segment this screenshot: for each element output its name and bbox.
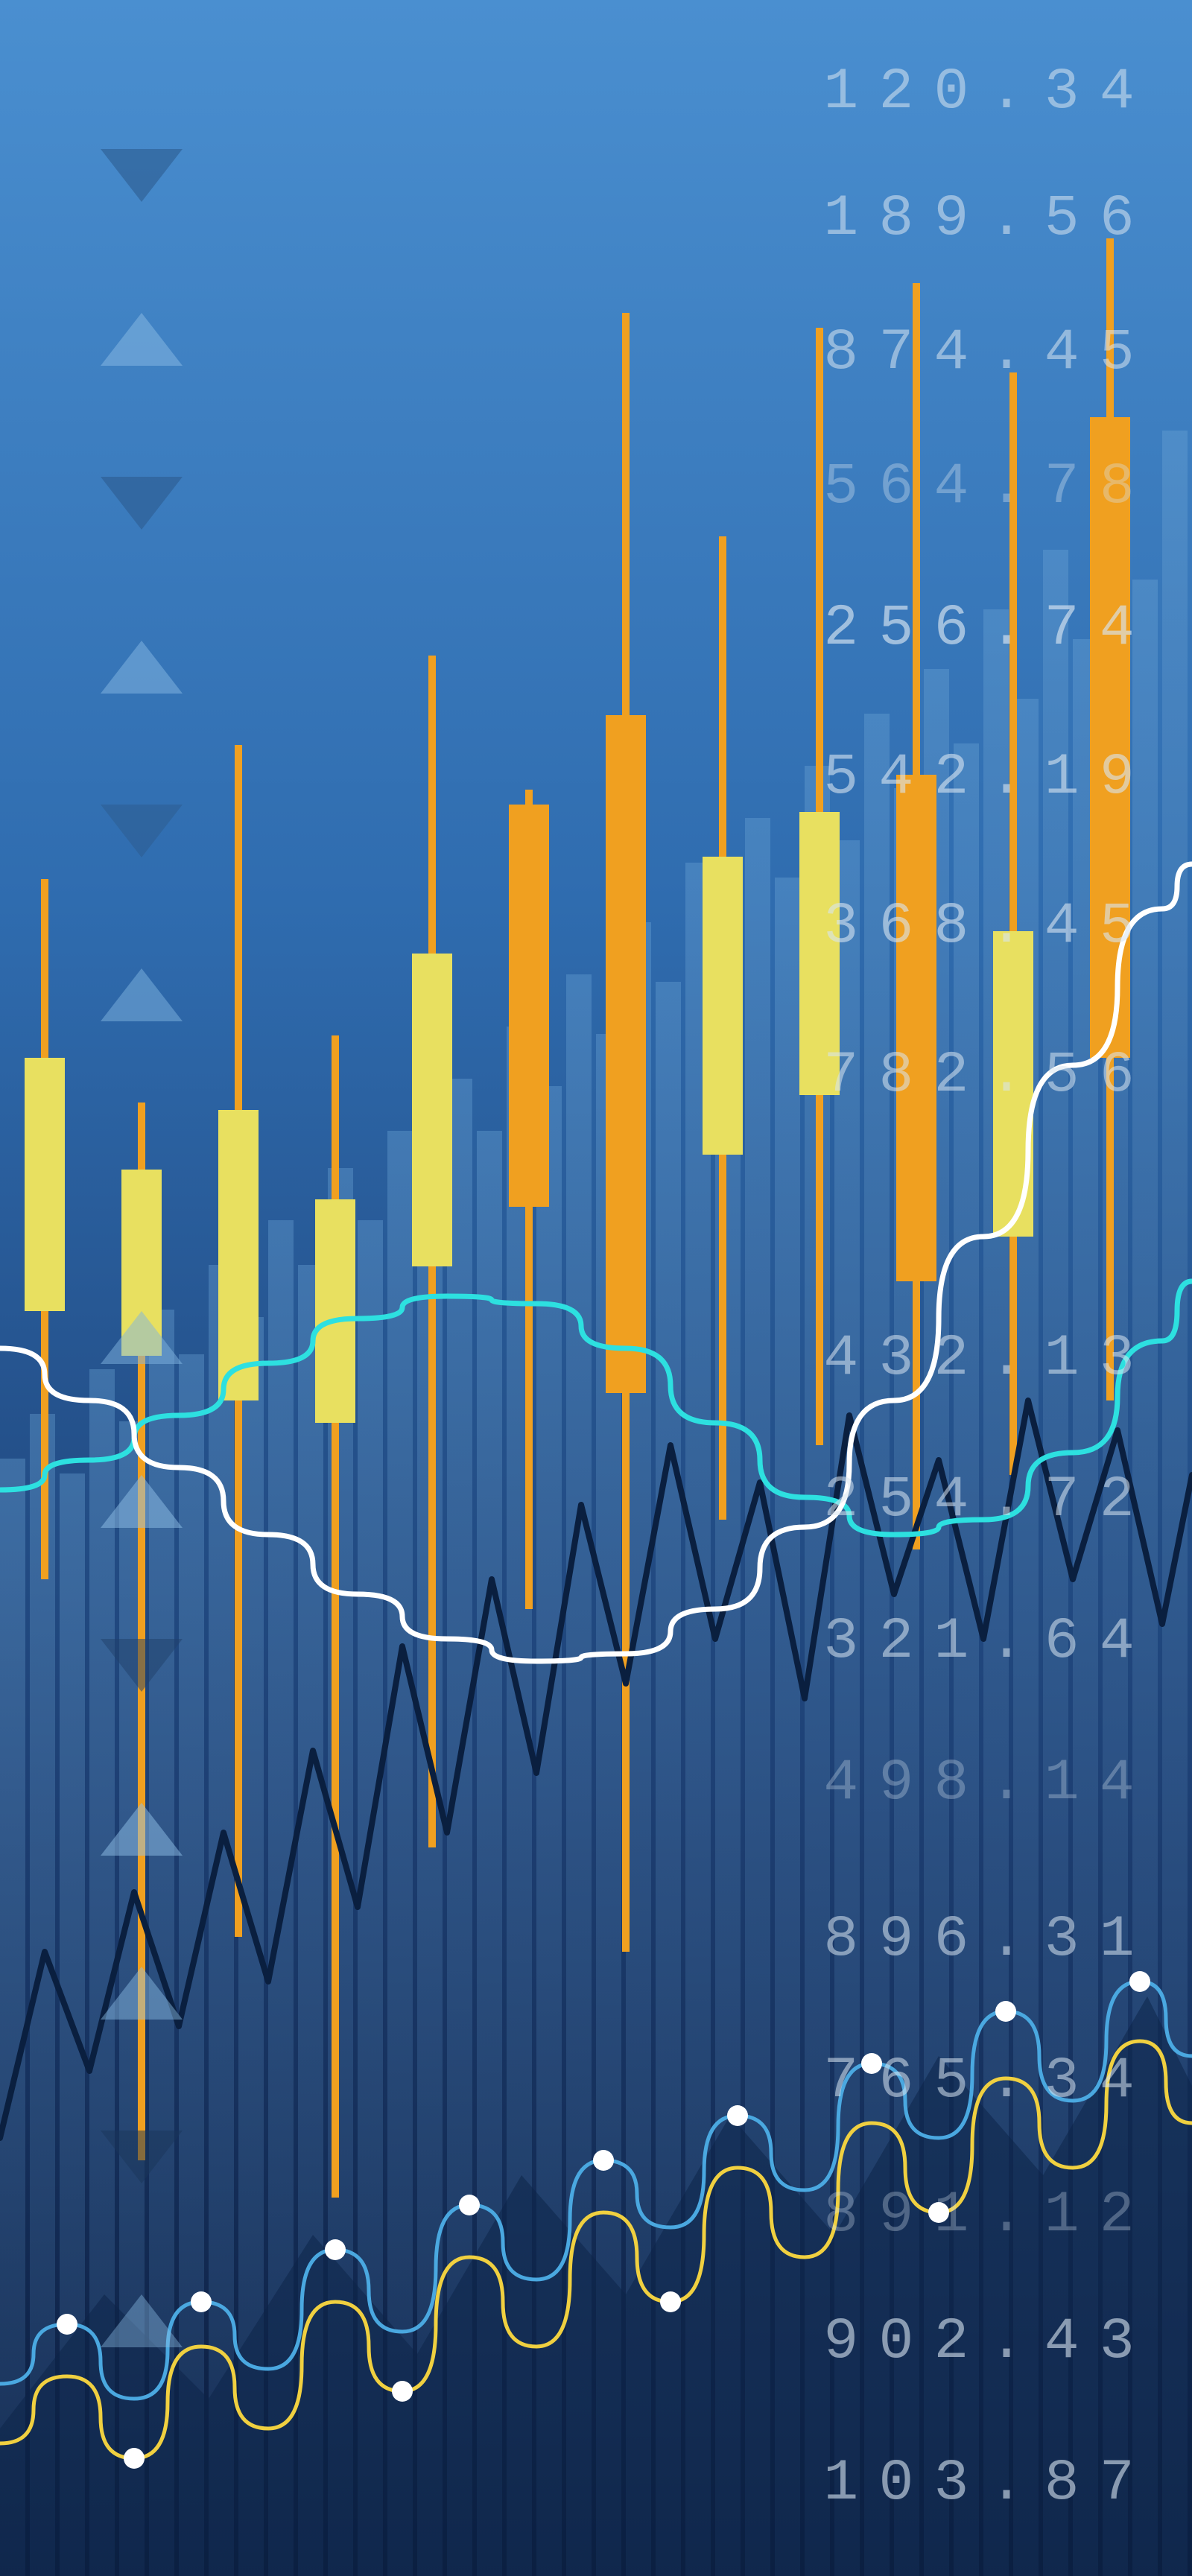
- stock-chart-infographic: 120.34 189.56 874.45 564.78 256.74 542.19 368.…: [0, 0, 1192, 2576]
- data-point-dot: [593, 2150, 614, 2171]
- ticker-value: 564.78: [823, 454, 1155, 520]
- ticker-value: 542.19: [823, 745, 1155, 810]
- candle-body: [703, 857, 743, 1155]
- candle-body: [315, 1199, 355, 1423]
- ticker-value: 874.45: [823, 320, 1155, 386]
- up-arrow-icon: [101, 1311, 183, 1364]
- ticker-value: 189.56: [823, 186, 1155, 252]
- data-point-dot: [459, 2195, 480, 2215]
- ticker-value: 896.31: [823, 1907, 1155, 1973]
- ticker-value: 891.12: [823, 2183, 1155, 2248]
- data-point-dot: [57, 2314, 77, 2335]
- up-arrow-icon: [101, 1475, 183, 1528]
- down-arrow-icon: [101, 477, 183, 530]
- ticker-value: 254.72: [823, 1468, 1155, 1533]
- candle-body: [218, 1110, 259, 1400]
- up-arrow-icon: [101, 641, 183, 694]
- ticker-value: 103.87: [823, 2451, 1155, 2516]
- data-point-dot: [727, 2105, 748, 2126]
- data-point-dot: [660, 2291, 681, 2312]
- ticker-value: 432.13: [823, 1326, 1155, 1392]
- ticker-value: 765.34: [823, 2049, 1155, 2114]
- down-arrow-icon: [101, 1639, 183, 1692]
- candle-body: [606, 715, 646, 1393]
- ticker-value: 256.74: [823, 596, 1155, 662]
- ticker-value: 498.14: [823, 1751, 1155, 1816]
- data-point-dot: [1129, 1971, 1150, 1992]
- data-point-dot: [995, 2001, 1016, 2022]
- up-arrow-icon: [101, 1967, 183, 2020]
- ticker-value: 120.34: [823, 60, 1155, 125]
- candle-body: [509, 805, 549, 1207]
- down-arrow-icon: [101, 149, 183, 202]
- data-point-dot: [325, 2239, 346, 2260]
- ticker-value: 782.56: [823, 1043, 1155, 1108]
- candle-body: [25, 1058, 65, 1311]
- data-point-dot: [191, 2291, 212, 2312]
- candle-body: [412, 954, 452, 1266]
- up-arrow-icon: [101, 1803, 183, 1856]
- data-point-dot: [124, 2448, 145, 2469]
- up-arrow-icon: [101, 968, 183, 1021]
- ticker-value: 321.64: [823, 1609, 1155, 1675]
- ticker-value: 902.43: [823, 2309, 1155, 2375]
- down-arrow-icon: [101, 805, 183, 857]
- data-point-dot: [392, 2381, 413, 2402]
- up-arrow-icon: [101, 2294, 183, 2347]
- candle-body: [896, 775, 936, 1281]
- ticker-value: 368.45: [823, 894, 1155, 959]
- up-arrow-icon: [101, 313, 183, 366]
- down-arrow-icon: [101, 2131, 183, 2183]
